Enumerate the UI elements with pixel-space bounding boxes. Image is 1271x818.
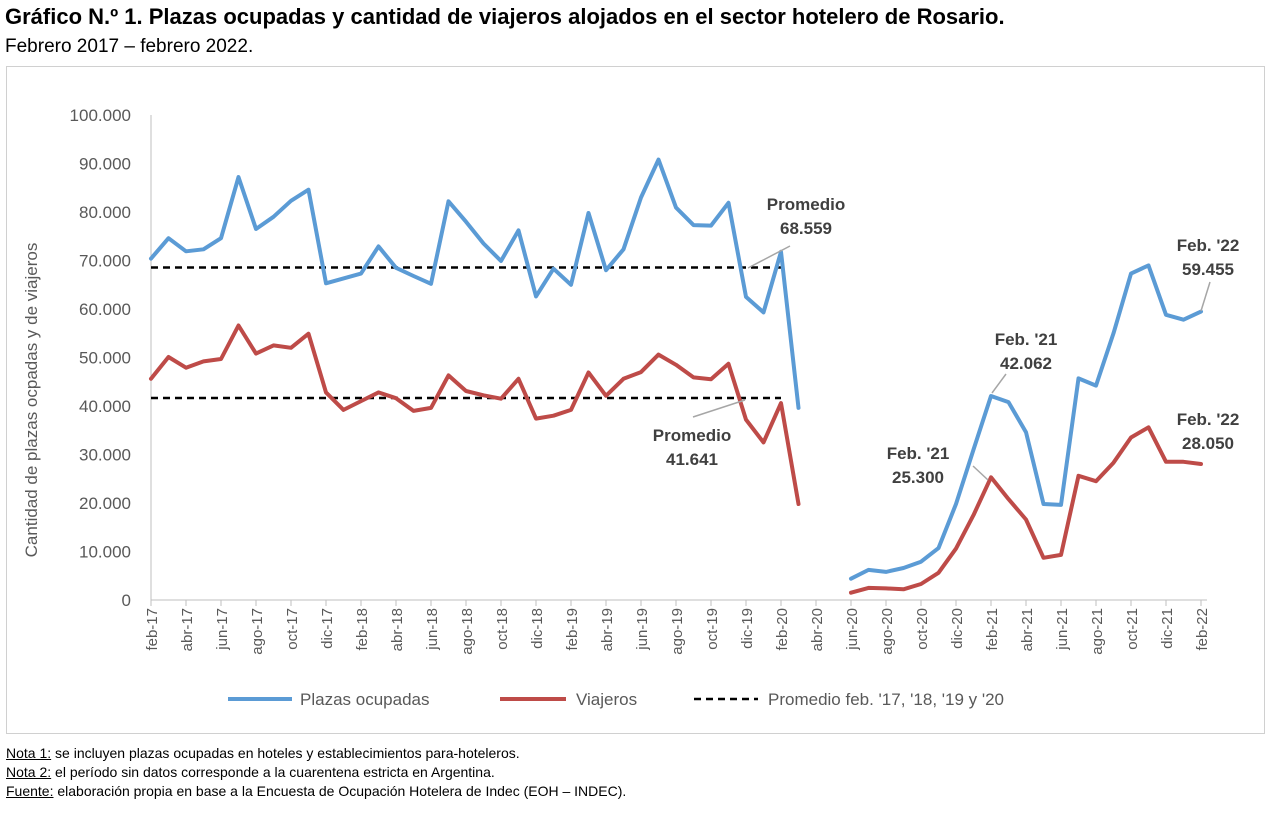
average-label-plazas-line2: 68.559 [780, 219, 832, 238]
x-tick-label: jun-18 [424, 608, 441, 651]
note-2-text: el período sin datos corresponde a la cu… [51, 764, 495, 780]
y-tick-label: 30.000 [79, 446, 131, 465]
series-line-viajeros [849, 425, 1203, 595]
annotation-feb22-viajeros-line2: 28.050 [1182, 434, 1234, 453]
x-tick-label: feb-17 [144, 608, 161, 651]
series-line-plazas-ocupadas [149, 157, 801, 410]
x-tick-label: feb-21 [984, 608, 1001, 651]
note-1-label: Nota 1: [6, 745, 52, 761]
y-tick-label: 50.000 [79, 349, 131, 368]
average-leader-plazas [747, 245, 791, 269]
legend-label-viajeros: Viajeros [576, 690, 637, 709]
annotation-leader-feb21-plazas [991, 373, 1007, 394]
y-tick-label: 60.000 [79, 300, 131, 319]
x-tick-label: dic-20 [949, 608, 966, 649]
annotation-feb21-viajeros-line1: Feb. '21 [887, 444, 950, 463]
annotation-feb21-viajeros-line2: 25.300 [892, 468, 944, 487]
y-tick-label: 40.000 [79, 397, 131, 416]
average-leader-viajeros [692, 399, 746, 418]
x-tick-label: dic-18 [529, 608, 546, 649]
series-line-plazas-ocupadas [849, 263, 1203, 581]
x-tick-label: oct-21 [1124, 608, 1141, 650]
x-tick-label: ago-20 [879, 608, 896, 655]
x-tick-label: ago-19 [669, 608, 686, 655]
annotation-feb22-plazas-line2: 59.455 [1182, 260, 1234, 279]
y-tick-label: 70.000 [79, 252, 131, 271]
note-2: Nota 2: el período sin datos corresponde… [6, 763, 626, 782]
x-tick-label: jun-20 [844, 608, 861, 651]
notes: Nota 1: se incluyen plazas ocupadas en h… [6, 744, 626, 801]
y-tick-label: 100.000 [70, 106, 131, 125]
note-1: Nota 1: se incluyen plazas ocupadas en h… [6, 744, 626, 763]
y-tick-label: 10.000 [79, 543, 131, 562]
annotation-leader-feb21-viajeros [972, 465, 989, 481]
x-tick-label: abr-19 [599, 608, 616, 651]
legend-label-promedio: Promedio feb. '17, '18, '19 y '20 [768, 690, 1004, 709]
x-tick-label: dic-19 [739, 608, 756, 649]
source-text: elaboración propia en base a la Encuesta… [53, 783, 627, 799]
annotation-feb22-viajeros-line1: Feb. '22 [1177, 410, 1240, 429]
x-tick-label: oct-18 [494, 608, 511, 650]
chart-title: Gráfico N.º 1. Plazas ocupadas y cantida… [5, 4, 1005, 29]
x-tick-label: oct-19 [704, 608, 721, 650]
average-label-plazas-line1: Promedio [767, 195, 845, 214]
x-tick-label: jun-17 [214, 608, 231, 651]
x-tick-label: abr-18 [389, 608, 406, 651]
x-tick-label: jun-21 [1054, 608, 1071, 651]
x-tick-label: abr-21 [1019, 608, 1036, 651]
x-tick-label: abr-17 [179, 608, 196, 651]
series-line-viajeros [149, 323, 801, 506]
y-tick-label: 80.000 [79, 203, 131, 222]
y-tick-label: 90.000 [79, 155, 131, 174]
x-tick-label: ago-17 [249, 608, 266, 655]
x-tick-label: feb-20 [774, 608, 791, 651]
annotation-feb21-plazas-line2: 42.062 [1000, 354, 1052, 373]
source-note: Fuente: elaboración propia en base a la … [6, 782, 626, 801]
x-tick-label: oct-17 [284, 608, 301, 650]
y-tick-label: 20.000 [79, 494, 131, 513]
x-tick-label: jun-19 [634, 608, 651, 651]
annotation-leader-feb22-plazas [1200, 281, 1211, 312]
average-label-viajeros-line1: Promedio [653, 426, 731, 445]
x-tick-label: feb-18 [354, 608, 371, 651]
note-1-text: se incluyen plazas ocupadas en hoteles y… [51, 745, 520, 761]
note-2-label: Nota 2: [6, 764, 52, 780]
annotation-feb22-plazas-line1: Feb. '22 [1177, 236, 1240, 255]
annotation-feb21-plazas-line1: Feb. '21 [995, 330, 1058, 349]
y-axis-label: Cantidad de plazas ocpadas y de viajeros [22, 243, 41, 558]
chart-subtitle: Febrero 2017 – febrero 2022. [5, 36, 254, 57]
average-label-viajeros-line2: 41.641 [666, 450, 718, 469]
source-label: Fuente: [6, 783, 54, 799]
x-tick-label: dic-21 [1159, 608, 1176, 649]
y-tick-label: 0 [122, 591, 131, 610]
x-tick-label: ago-18 [459, 608, 476, 655]
x-tick-label: feb-19 [564, 608, 581, 651]
x-tick-label: oct-20 [914, 608, 931, 650]
chart-frame [6, 66, 1265, 734]
x-tick-label: abr-20 [809, 608, 826, 651]
x-tick-label: feb-22 [1194, 608, 1211, 651]
x-tick-label: ago-21 [1089, 608, 1106, 655]
legend-label-plazas-ocupadas: Plazas ocupadas [300, 690, 429, 709]
x-tick-label: dic-17 [319, 608, 336, 649]
